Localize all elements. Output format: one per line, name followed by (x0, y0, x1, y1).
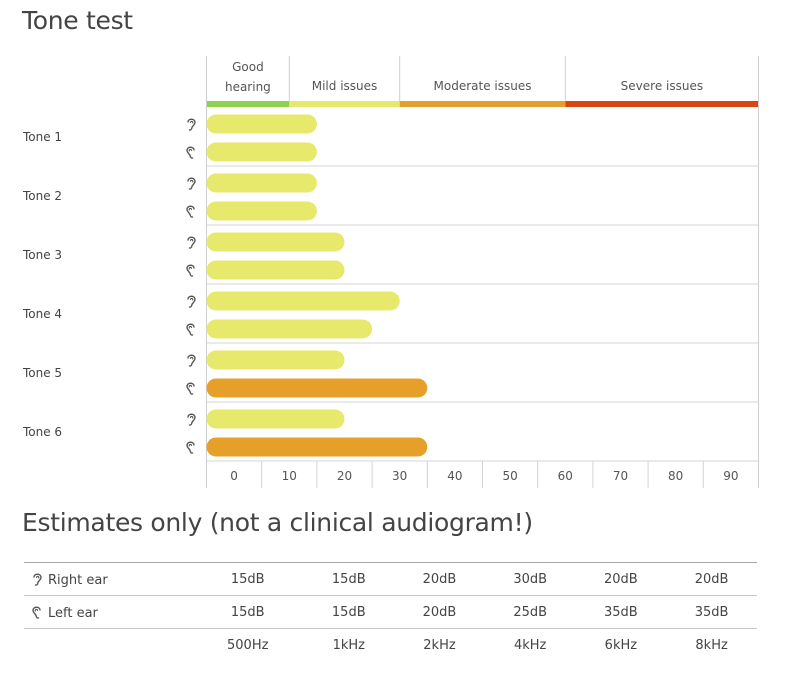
left-ear-icon (186, 441, 195, 454)
frequency-label: 4kHz (484, 628, 576, 661)
right-ear-bar (206, 291, 400, 311)
x-tick-label: 50 (502, 469, 517, 483)
left-ear-icon (186, 205, 195, 218)
tone-label: Tone 3 (22, 248, 62, 262)
left-ear-value: 35dB (666, 595, 757, 629)
left-ear-value: 35dB (575, 595, 667, 629)
right-ear-value: 15dB (192, 562, 304, 596)
x-tick-label: 80 (668, 469, 683, 483)
band-label: Moderate issues (434, 79, 532, 93)
right-ear-bar (206, 350, 345, 370)
right-ear-label: Right ear (48, 572, 108, 588)
band-label: Severe issues (621, 79, 703, 93)
right-ear-icon (187, 118, 196, 131)
tone-label: Tone 4 (22, 307, 62, 321)
left-ear-bar (206, 201, 317, 221)
band-label: hearing (225, 80, 271, 94)
left-ear-label: Left ear (48, 605, 98, 621)
frequency-label: 6kHz (575, 628, 667, 661)
left-ear-icon (186, 146, 195, 159)
right-ear-bar (206, 114, 317, 134)
right-ear-row: Right ear 15dB 15dB 20dB 30dB 20dB 20dB (24, 562, 757, 596)
left-ear-label-cell: Left ear (24, 595, 192, 629)
severity-band (206, 101, 290, 107)
page-title: Tone test (22, 6, 133, 35)
x-tick-label: 40 (447, 469, 462, 483)
right-ear-icon (187, 236, 196, 249)
left-ear-value: 25dB (484, 595, 576, 629)
severity-band (289, 101, 400, 107)
right-ear-icon (33, 573, 42, 586)
frequency-label: 500Hz (192, 628, 304, 661)
right-ear-icon (187, 295, 196, 308)
right-ear-value: 20dB (575, 562, 667, 596)
right-ear-value: 30dB (484, 562, 576, 596)
x-tick-label: 30 (392, 469, 407, 483)
left-ear-icon (186, 323, 195, 336)
x-tick-label: 90 (723, 469, 738, 483)
left-ear-icon (186, 382, 195, 395)
tone-label: Tone 1 (22, 130, 62, 144)
frequency-row: 500Hz 1kHz 2kHz 4kHz 6kHz 8kHz (24, 628, 757, 661)
right-ear-label-cell: Right ear (24, 562, 192, 596)
x-tick-label: 70 (613, 469, 628, 483)
severity-band (565, 101, 759, 107)
estimates-table: Right ear 15dB 15dB 20dB 30dB 20dB 20dB … (24, 562, 757, 661)
left-ear-row: Left ear 15dB 15dB 20dB 25dB 35dB 35dB (24, 595, 757, 629)
band-label: Good (232, 60, 264, 74)
left-ear-bar (206, 437, 428, 457)
x-tick-label: 20 (337, 469, 352, 483)
right-ear-bar (206, 232, 345, 252)
x-tick-label: 0 (230, 469, 238, 483)
left-ear-value: 20dB (394, 595, 485, 629)
tone-label: Tone 2 (22, 189, 62, 203)
tone-label: Tone 5 (22, 366, 62, 380)
frequency-label: 8kHz (666, 628, 757, 661)
right-ear-icon (187, 354, 196, 367)
right-ear-value: 20dB (666, 562, 757, 596)
right-ear-bar (206, 409, 345, 429)
tone-test-chart: Good hearing Mild issues Moderate issues Sev… (22, 56, 759, 488)
left-ear-value: 15dB (192, 595, 304, 629)
left-ear-bar (206, 378, 428, 398)
x-tick-label: 60 (558, 469, 573, 483)
right-ear-icon (187, 177, 196, 190)
frequency-label: 1kHz (303, 628, 395, 661)
band-label: Mild issues (312, 79, 378, 93)
left-ear-value: 15dB (303, 595, 395, 629)
left-ear-bar (206, 260, 345, 280)
estimates-heading: Estimates only (not a clinical audiogram… (22, 508, 533, 537)
left-ear-icon (32, 606, 41, 619)
frequency-label: 2kHz (394, 628, 485, 661)
right-ear-value: 20dB (394, 562, 485, 596)
right-ear-icon (187, 413, 196, 426)
left-ear-bar (206, 319, 373, 339)
tone-label: Tone 6 (22, 425, 62, 439)
right-ear-value: 15dB (303, 562, 395, 596)
severity-band (399, 101, 566, 107)
left-ear-icon (186, 264, 195, 277)
right-ear-bar (206, 173, 317, 193)
x-tick-label: 10 (282, 469, 297, 483)
left-ear-bar (206, 142, 317, 162)
